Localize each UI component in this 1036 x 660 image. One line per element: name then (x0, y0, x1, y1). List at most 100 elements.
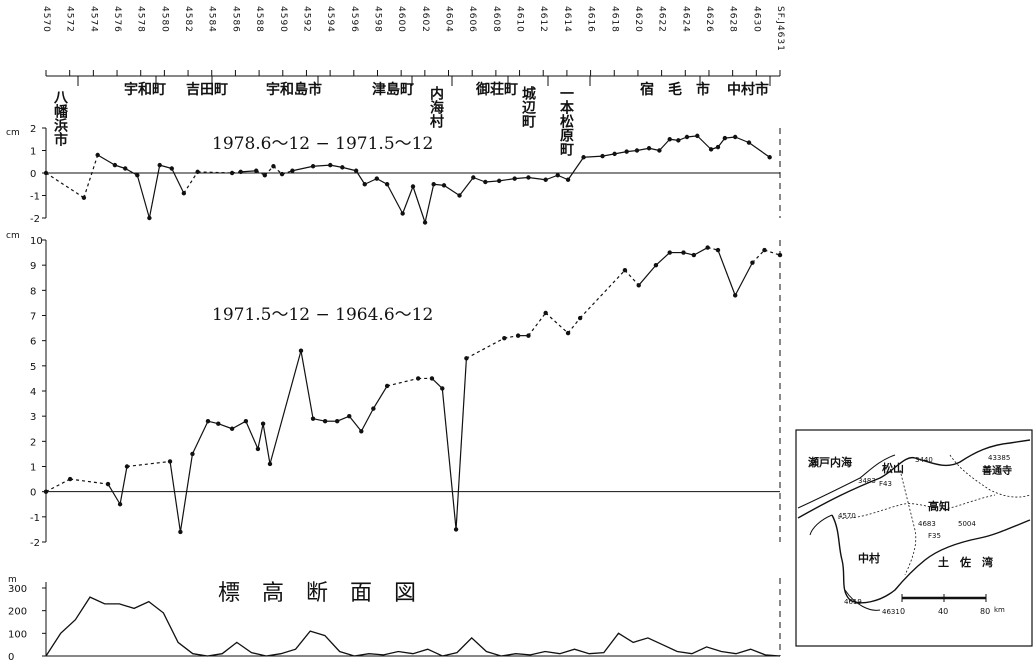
series-segment (579, 269, 626, 319)
y-tick-label: 3 (30, 412, 36, 423)
data-point (362, 182, 367, 187)
data-point (347, 413, 352, 419)
series-segment (300, 350, 314, 419)
series-segment (748, 142, 771, 158)
data-point (216, 421, 221, 426)
chart1-unit: cm (6, 128, 20, 138)
data-point (767, 155, 772, 160)
station-label: 4596 (349, 6, 359, 33)
series-segment (751, 249, 765, 264)
station-axis: 4570 4572 4574 4576 4578 4580 4582 4584 4586 4588… (41, 6, 785, 77)
data-point (178, 529, 183, 535)
inset-south-coast (831, 514, 1031, 604)
station-label: 4578 (136, 6, 146, 33)
data-point (123, 166, 128, 171)
station-label: 4598 (372, 6, 382, 33)
data-point (255, 446, 261, 452)
inset-route-1 (837, 494, 996, 519)
data-point (431, 182, 436, 187)
station-label: 4582 (183, 6, 193, 33)
data-point (43, 489, 49, 494)
town-labels: 八幡浜市 宇和町 吉田町 宇和島市 津島町 内海村 御荘町 城辺町 一本松原町 宿 毛 市中村市 (52, 76, 771, 157)
data-point (684, 134, 690, 140)
data-point (526, 175, 531, 180)
data-point (262, 173, 268, 178)
inset-map: 瀬戸内海 松山 善通寺 高知 中村 土 佐 湾 3440 43385 3483 … (795, 429, 1033, 647)
data-point (464, 356, 469, 361)
data-point (181, 191, 187, 196)
data-point (612, 151, 617, 157)
data-point (657, 148, 662, 153)
data-point (471, 175, 476, 180)
series-segment (372, 385, 388, 409)
data-point (581, 155, 586, 160)
series-segment (70, 478, 109, 485)
town-label: 八幡浜市 (52, 90, 69, 147)
data-point (502, 335, 507, 341)
series-segment (245, 420, 259, 450)
series-segment (443, 184, 460, 197)
y-tick-label: -1 (30, 513, 40, 524)
station-label: 4588 (254, 6, 264, 33)
y-tick-label: 6 (30, 337, 36, 348)
data-point (67, 476, 73, 482)
series-segment (107, 483, 121, 505)
series-segment (431, 377, 443, 389)
data-point (624, 149, 629, 154)
data-point (746, 140, 752, 145)
chart2-unit: cm (6, 231, 20, 241)
data-point (310, 416, 316, 421)
series-segment (717, 249, 736, 296)
data-point (515, 333, 521, 338)
data-point (243, 419, 249, 424)
town-label: 御荘町 (475, 81, 518, 98)
y-tick-label: 10 (30, 236, 43, 247)
inset-cape (844, 589, 881, 611)
series-segment (45, 478, 71, 493)
data-point (646, 146, 652, 151)
data-point (371, 406, 376, 411)
chart1-title: 1978.6〜12 − 1971.5〜12 (212, 134, 433, 154)
data-point (81, 195, 87, 200)
series-segment (191, 420, 209, 455)
data-point (195, 169, 200, 175)
inset-st-43385: 43385 (988, 454, 1010, 462)
inset-st-3440: 3440 (915, 456, 933, 464)
series-segment (240, 170, 257, 173)
chart2-title: 1971.5〜12 − 1964.6〜12 (212, 305, 433, 325)
data-point (229, 170, 235, 176)
data-point (340, 165, 345, 170)
series-segment (485, 180, 500, 183)
series-segment (169, 461, 181, 533)
elev-y-tick-label: 100 (8, 629, 27, 640)
town-label: 宿 毛 市 (640, 81, 710, 98)
inset-st-4631: 4631 (882, 608, 900, 616)
town-label: 中村市 (727, 81, 769, 98)
series-segment (764, 249, 781, 256)
series-segment (262, 423, 271, 465)
data-point (691, 252, 697, 258)
y-tick-label: 1 (30, 147, 36, 158)
data-point (429, 376, 435, 381)
series-segment (171, 168, 185, 194)
data-point (43, 170, 49, 176)
inset-frame (795, 429, 1033, 647)
station-label: 4614 (562, 6, 572, 33)
data-point (705, 245, 710, 250)
data-point (733, 134, 738, 140)
data-point (422, 220, 428, 225)
station-label: 4606 (467, 6, 477, 33)
inset-st-F43: F43 (879, 480, 892, 488)
data-point (267, 461, 273, 467)
station-label: SF.J4631 (775, 6, 785, 52)
data-point (112, 162, 118, 168)
data-point (496, 178, 502, 184)
town-label: 一本松原町 (558, 86, 574, 157)
chart-1971-1964: 1971.5〜12 − 1964.6〜12 cm 109876543210-1-… (6, 231, 783, 549)
inset-label-seto: 瀬戸内海 (808, 455, 852, 469)
data-point (667, 250, 672, 255)
data-point (322, 419, 328, 424)
station-label: 4608 (491, 6, 501, 33)
y-tick-label: 2 (30, 437, 36, 448)
series-segment (567, 317, 581, 334)
